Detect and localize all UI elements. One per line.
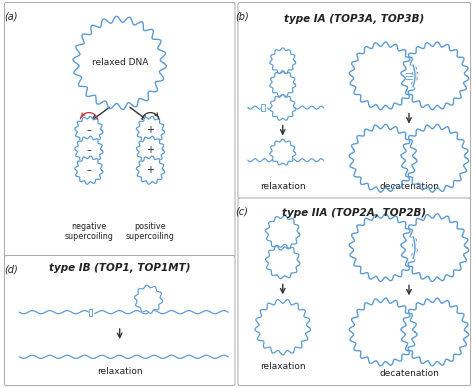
Text: (a): (a) xyxy=(4,11,18,21)
Polygon shape xyxy=(265,244,300,279)
Bar xyxy=(90,309,92,315)
Polygon shape xyxy=(270,48,296,74)
Text: –: – xyxy=(86,165,91,175)
Polygon shape xyxy=(75,156,103,184)
Polygon shape xyxy=(401,42,469,110)
FancyBboxPatch shape xyxy=(238,2,471,199)
Bar xyxy=(261,104,265,111)
Text: –: – xyxy=(86,146,91,155)
FancyBboxPatch shape xyxy=(4,256,235,386)
Text: +: + xyxy=(146,165,155,175)
Text: type IA (TOP3A, TOP3B): type IA (TOP3A, TOP3B) xyxy=(284,14,424,24)
Text: (b): (b) xyxy=(235,11,249,21)
Polygon shape xyxy=(255,300,310,355)
Bar xyxy=(89,308,93,316)
Text: relaxation: relaxation xyxy=(97,367,143,376)
Polygon shape xyxy=(75,136,103,165)
Polygon shape xyxy=(349,298,417,366)
Text: relaxation: relaxation xyxy=(260,182,306,191)
Polygon shape xyxy=(137,116,164,145)
Text: (c): (c) xyxy=(235,207,248,217)
Text: decatenation: decatenation xyxy=(379,369,439,378)
Polygon shape xyxy=(270,71,296,96)
Polygon shape xyxy=(137,156,164,184)
Text: –: – xyxy=(86,125,91,135)
Text: (d): (d) xyxy=(4,265,18,274)
Text: relaxed DNA: relaxed DNA xyxy=(91,59,148,68)
FancyBboxPatch shape xyxy=(238,198,471,386)
Polygon shape xyxy=(265,216,300,250)
FancyBboxPatch shape xyxy=(4,2,235,256)
Text: +: + xyxy=(146,146,155,155)
Text: +: + xyxy=(146,125,155,135)
Bar xyxy=(261,104,266,112)
Polygon shape xyxy=(270,139,296,165)
Polygon shape xyxy=(73,16,166,109)
Polygon shape xyxy=(75,116,103,145)
Polygon shape xyxy=(401,125,469,192)
Polygon shape xyxy=(270,95,296,120)
Polygon shape xyxy=(137,136,164,165)
Text: relaxation: relaxation xyxy=(260,362,306,371)
Polygon shape xyxy=(349,125,417,192)
Text: type IIA (TOP2A, TOP2B): type IIA (TOP2A, TOP2B) xyxy=(282,208,427,218)
Text: negative
supercoiling: negative supercoiling xyxy=(64,222,113,241)
Polygon shape xyxy=(401,298,469,366)
Polygon shape xyxy=(401,214,469,282)
Text: type IB (TOP1, TOP1MT): type IB (TOP1, TOP1MT) xyxy=(49,263,191,274)
Polygon shape xyxy=(349,42,417,110)
Text: positive
supercoiling: positive supercoiling xyxy=(126,222,175,241)
Text: decatenation: decatenation xyxy=(379,182,439,191)
Polygon shape xyxy=(135,285,163,313)
Polygon shape xyxy=(349,214,417,282)
